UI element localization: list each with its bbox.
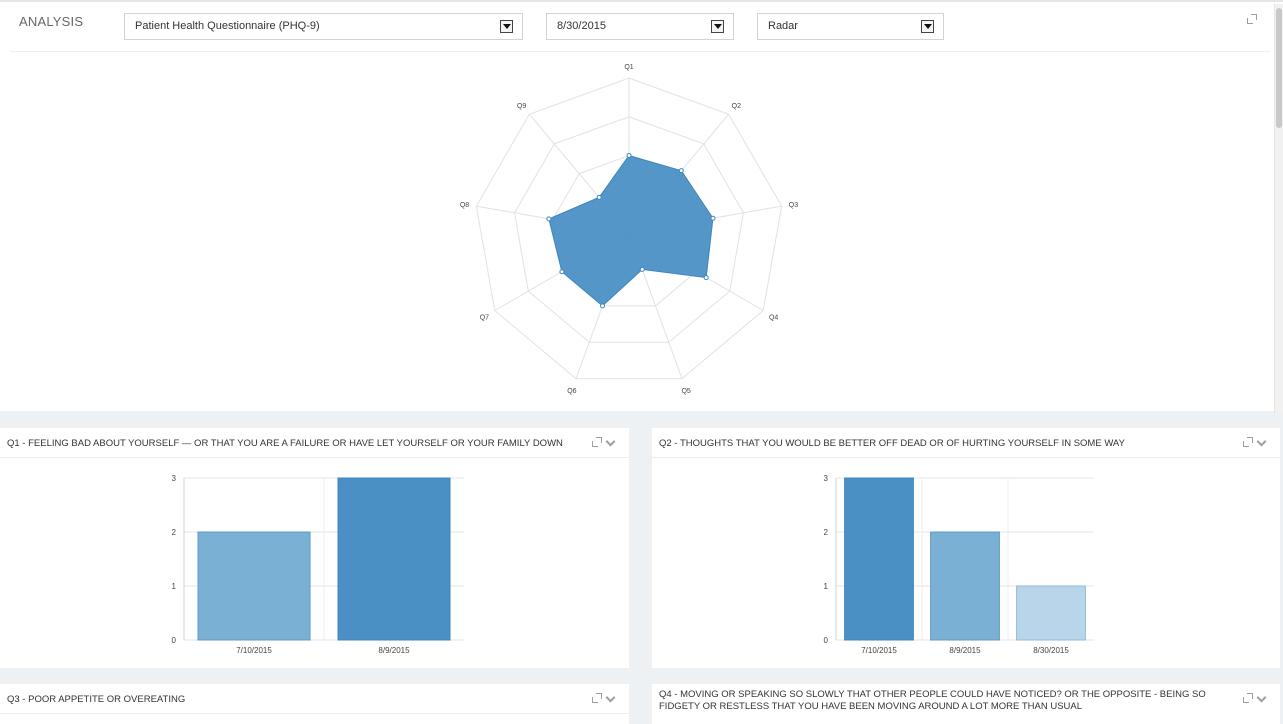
y-tick-label: 0	[172, 636, 177, 645]
expand-icon[interactable]	[1247, 14, 1257, 24]
radar-chart: Q1 Q2 Q3 Q4 Q5 Q6 Q7 Q8 Q9	[460, 64, 798, 395]
chevron-down-icon	[921, 20, 934, 33]
x-tick-label: 7/10/2015	[236, 646, 272, 655]
expand-icon[interactable]	[592, 693, 602, 703]
x-tick-label: 8/30/2015	[1033, 646, 1069, 655]
q3-card: Q3 - POOR APPETITE OR OVEREATING	[0, 684, 629, 724]
radar-axis-label: Q2	[732, 103, 741, 110]
radar-point	[678, 168, 684, 174]
bar	[844, 477, 914, 641]
q4-card-header: Q4 - MOVING OR SPEAKING SO SLOWLY THAT O…	[652, 684, 1280, 724]
chevron-down-icon[interactable]	[606, 694, 616, 702]
q4-card: Q4 - MOVING OR SPEAKING SO SLOWLY THAT O…	[652, 684, 1280, 724]
radar-axis-label: Q1	[624, 64, 633, 71]
y-tick-label: 0	[824, 636, 829, 645]
y-tick-label: 2	[172, 528, 177, 537]
radar-axis-label: Q9	[517, 103, 526, 110]
q2-card: Q2 - THOUGHTS THAT YOU WOULD BE BETTER O…	[652, 428, 1280, 668]
q1-card-header: Q1 - FEELING BAD ABOUT YOURSELF — OR THA…	[0, 428, 629, 458]
radar-axis-label: Q8	[460, 202, 469, 209]
chevron-down-icon[interactable]	[606, 438, 616, 446]
radar-axis-label: Q3	[789, 202, 798, 209]
radar-point	[639, 266, 645, 272]
x-tick-label: 8/9/2015	[378, 646, 410, 655]
radar-grid-ring	[475, 77, 783, 380]
expand-icon[interactable]	[592, 437, 602, 447]
vertical-scrollbar[interactable]	[1274, 4, 1283, 413]
x-tick-label: 8/9/2015	[949, 646, 981, 655]
y-tick-label: 3	[172, 474, 177, 483]
q3-card-header: Q3 - POOR APPETITE OR OVEREATING	[0, 684, 629, 714]
q1-card-title: Q1 - FEELING BAD ABOUT YOURSELF — OR THA…	[7, 438, 563, 449]
q4-card-title: Q4 - MOVING OR SPEAKING SO SLOWLY THAT O…	[659, 689, 1206, 712]
analysis-panel: ANALYSIS Patient Health Questionnaire (P…	[0, 0, 1283, 413]
q2-card-title: Q2 - THOUGHTS THAT YOU WOULD BE BETTER O…	[659, 438, 1125, 449]
questionnaire-select-value: Patient Health Questionnaire (PHQ-9)	[135, 20, 320, 32]
q1-card: Q1 - FEELING BAD ABOUT YOURSELF — OR THA…	[0, 428, 629, 668]
radar-axis-label: Q4	[769, 315, 778, 322]
chevron-down-icon	[500, 20, 513, 33]
q3-card-title: Q3 - POOR APPETITE OR OVEREATING	[7, 694, 186, 705]
radar-axis-label: Q7	[480, 315, 489, 322]
chevron-down-icon[interactable]	[1257, 694, 1267, 702]
radar-point	[626, 153, 632, 158]
expand-icon[interactable]	[1243, 437, 1253, 447]
q2-card-header: Q2 - THOUGHTS THAT YOU WOULD BE BETTER O…	[652, 428, 1280, 458]
radar-series-area	[548, 154, 714, 307]
expand-icon[interactable]	[1243, 693, 1253, 703]
radar-axis-label: Q5	[681, 388, 690, 395]
y-tick-label: 3	[824, 474, 829, 483]
y-tick-label: 2	[824, 528, 829, 537]
bar	[1016, 585, 1086, 641]
y-tick-label: 1	[824, 582, 829, 591]
chart-type-select[interactable]: Radar	[757, 13, 944, 40]
analysis-toolbar: ANALYSIS Patient Health Questionnaire (P…	[10, 2, 1270, 52]
date-select[interactable]: 8/30/2015	[546, 13, 734, 40]
chevron-down-icon[interactable]	[1257, 438, 1267, 446]
bar	[930, 531, 1000, 641]
chart-type-select-value: Radar	[768, 20, 798, 32]
y-tick-label: 1	[172, 582, 177, 591]
radar-point	[546, 216, 552, 222]
radar-point	[559, 269, 565, 275]
chevron-down-icon	[711, 20, 724, 33]
q1-bar-chart: 0 1 2 3 7/10/2015 8/9/2015	[172, 474, 464, 655]
radar-point	[703, 275, 709, 281]
analysis-title: ANALYSIS	[19, 14, 84, 29]
q2-bar-chart: 0 1 2 3 7/10/2015 8/9/2015 8/30/2015	[824, 474, 1094, 655]
radar-axis-label: Q6	[567, 388, 576, 395]
radar-point	[596, 194, 602, 200]
bar	[197, 531, 311, 641]
questionnaire-select[interactable]: Patient Health Questionnaire (PHQ-9)	[124, 13, 523, 40]
scrollbar-thumb[interactable]	[1276, 8, 1282, 128]
date-select-value: 8/30/2015	[557, 20, 606, 32]
bar	[337, 477, 451, 641]
radar-grid-ring	[513, 116, 745, 343]
radar-point	[599, 303, 605, 309]
x-tick-label: 7/10/2015	[861, 646, 897, 655]
radar-point	[710, 215, 716, 221]
